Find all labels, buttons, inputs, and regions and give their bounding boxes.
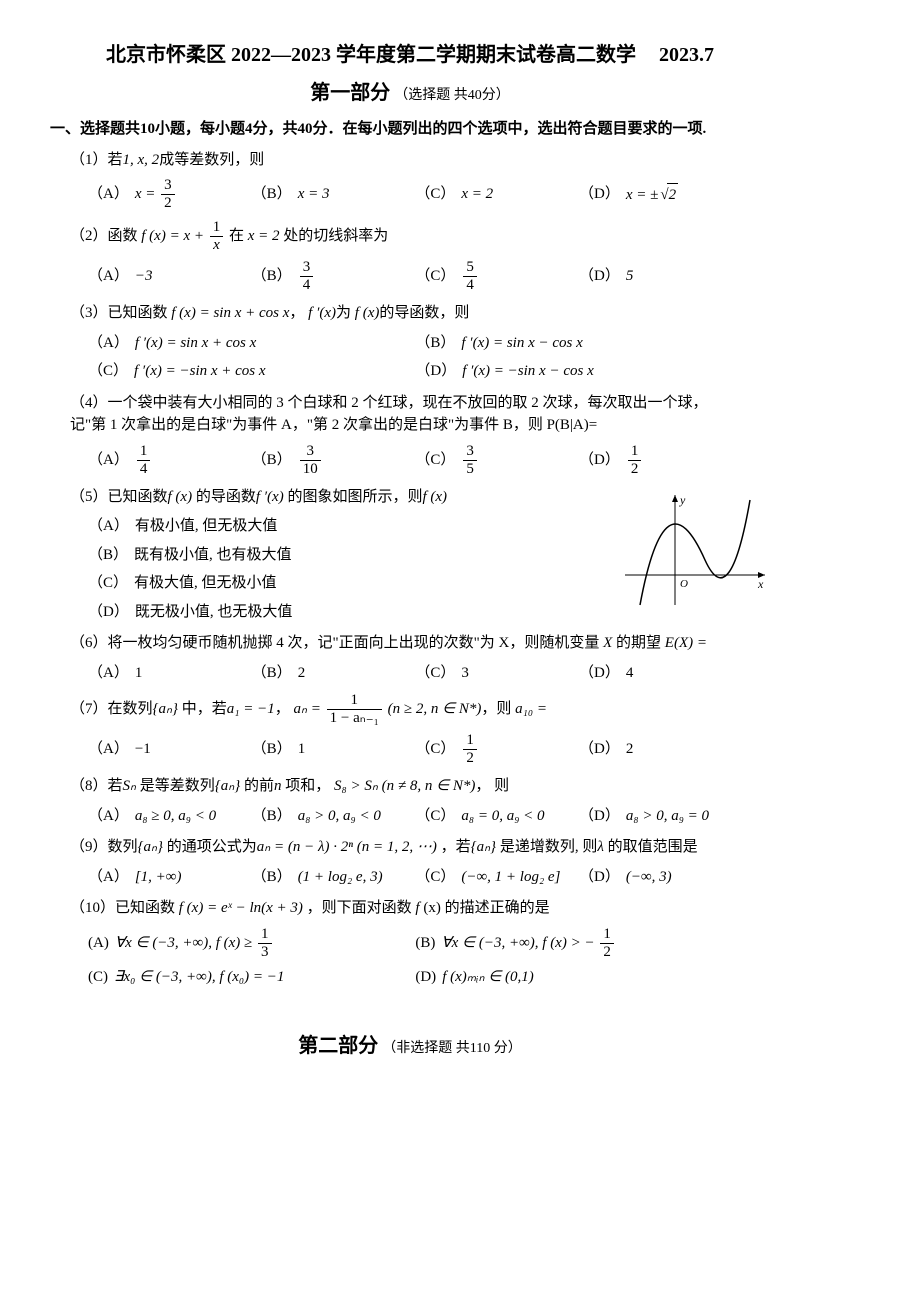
q1-opt-A: （A） x = 32 (88, 178, 252, 211)
q6-opt-A: （A）1 (88, 662, 252, 685)
svg-text:x: x (757, 577, 764, 591)
q9-opt-B: （B）(1 + log₂ e, 3) (252, 866, 416, 889)
q6-stem: （6）将一枚均匀硬币随机抛掷 4 次，记"正面向上出现的次数"为 X，则随机变量… (70, 632, 770, 655)
q3-opt-D: （D）f ′(x) = −sin x − cos x (415, 360, 742, 383)
q8-opt-C: （C）a₈ = 0, a₉ < 0 (415, 805, 579, 828)
q2-options: （A）−3 （B）34 （C）54 （D）5 (88, 257, 770, 296)
q4-opt-D: （D）12 (579, 444, 743, 477)
q10-options: (A) ∀x ∈ (−3, +∞), f (x) ≥ 13 (B) ∀x ∈ (… (88, 924, 770, 992)
q6-opt-D: （D）4 (579, 662, 743, 685)
q7-opt-B: （B）1 (252, 733, 416, 766)
q3-opt-B: （B）f ′(x) = sin x − cos x (415, 332, 742, 355)
q3-stem: （3）已知函数 f (x) = sin x + cos x， f ′(x)为 f… (70, 302, 770, 325)
q10-opt-C: (C)∃x₀ ∈ (−3, +∞), f (x₀) = −1 (88, 966, 415, 989)
question-6: （6）将一枚均匀硬币随机抛掷 4 次，记"正面向上出现的次数"为 X，则随机变量… (70, 632, 770, 687)
q7-opt-C: （C）12 (415, 733, 579, 766)
q5-opt-D: （D）既无极小值, 也无极大值 (88, 601, 600, 624)
q2-opt-C: （C）54 (415, 260, 579, 293)
question-4: （4）一个袋中装有大小相同的 3 个白球和 2 个红球，现在不放回的取 2 次球… (70, 392, 770, 480)
q9-opt-C: （C）(−∞, 1 + log₂ e] (415, 866, 579, 889)
q5-opt-B: （B）既有极小值, 也有极大值 (88, 544, 600, 567)
q5-stem: （5）已知函数f (x) 的导函数f ′(x) 的图象如图所示，则f (x) (70, 486, 610, 509)
q10-opt-B: (B) ∀x ∈ (−3, +∞), f (x) > − 12 (415, 927, 742, 960)
exam-title: 北京市怀柔区 2022—2023 学年度第二学期期末试卷高二数学 2023.7 (50, 40, 770, 70)
q7-stem: （7）在数列{aₙ} 中，若a₁ = −1， aₙ = 11 − aₙ₋₁ (n… (70, 693, 770, 726)
part2-note: （非选择题 共110 分） (382, 1041, 521, 1056)
q6-options: （A）1 （B）2 （C）3 （D）4 (88, 659, 770, 688)
question-7: （7）在数列{aₙ} 中，若a₁ = −1， aₙ = 11 − aₙ₋₁ (n… (70, 693, 770, 769)
q4-options: （A）14 （B）310 （C）35 （D）12 (88, 441, 770, 480)
question-9: （9）数列{aₙ} 的通项公式为aₙ = (n − λ) · 2ⁿ (n = 1… (70, 836, 770, 891)
q1-opt-B: （B）x = 3 (252, 178, 416, 211)
q3-opt-C: （C）f ′(x) = −sin x + cos x (88, 360, 415, 383)
q8-stem: （8）若Sₙ 是等差数列{aₙ} 的前n 项和， S₈ > Sₙ (n ≠ 8,… (70, 775, 770, 798)
q9-opt-D: （D）(−∞, 3) (579, 866, 743, 889)
q5-graph: O x y (620, 490, 770, 610)
q4-opt-C: （C）35 (415, 444, 579, 477)
question-2: （2）函数 f (x) = x + 1x 在 x = 2 处的切线斜率为 （A）… (70, 220, 770, 296)
q1-opt-C: （C）x = 2 (415, 178, 579, 211)
q2-opt-A: （A）−3 (88, 260, 252, 293)
part2-label: 第二部分 (298, 1035, 378, 1057)
q8-opt-D: （D）a₈ > 0, a₉ = 0 (579, 805, 743, 828)
q1-stem: （1）若1, x, 2成等差数列，则 (70, 149, 770, 172)
q10-opt-D: (D)f (x)ₘᵢₙ ∈ (0,1) (415, 966, 742, 989)
section1-head: 一、选择题共10小题，每小题4分，共40分．在每小题列出的四个选项中，选出符合题… (50, 118, 770, 141)
q7-opt-A: （A）−1 (88, 733, 252, 766)
q10-stem: （10）已知函数 f (x) = eˣ − ln(x + 3) ，则下面对函数 … (70, 897, 770, 920)
svg-text:y: y (679, 493, 686, 507)
q5-opt-A: （A）有极小值, 但无极大值 (88, 515, 600, 538)
q3-options: （A）f ′(x) = sin x + cos x （B）f ′(x) = si… (88, 329, 770, 386)
q7-options: （A）−1 （B）1 （C）12 （D）2 (88, 730, 770, 769)
q6-opt-B: （B）2 (252, 662, 416, 685)
q4-stem: （4）一个袋中装有大小相同的 3 个白球和 2 个红球，现在不放回的取 2 次球… (70, 392, 770, 437)
part1-header: 第一部分 （选择题 共40分） (50, 78, 770, 108)
question-3: （3）已知函数 f (x) = sin x + cos x， f ′(x)为 f… (70, 302, 770, 386)
q3-opt-A: （A）f ′(x) = sin x + cos x (88, 332, 415, 355)
q4-opt-B: （B）310 (252, 444, 416, 477)
part2-header: 第二部分 （非选择题 共110 分） (50, 1031, 770, 1061)
q7-opt-D: （D）2 (579, 733, 743, 766)
q1-opt-D: （D） x = ±2 (579, 178, 743, 211)
q4-opt-A: （A）14 (88, 444, 252, 477)
q5-options: （A）有极小值, 但无极大值 （B）既有极小值, 也有极大值 （C）有极大值, … (88, 512, 610, 626)
title-date: 2023.7 (659, 40, 714, 70)
question-8: （8）若Sₙ 是等差数列{aₙ} 的前n 项和， S₈ > Sₙ (n ≠ 8,… (70, 775, 770, 830)
q2-stem: （2）函数 f (x) = x + 1x 在 x = 2 处的切线斜率为 (70, 220, 770, 253)
q5-opt-C: （C）有极大值, 但无极小值 (88, 572, 600, 595)
q2-opt-B: （B）34 (252, 260, 416, 293)
svg-text:O: O (680, 578, 688, 590)
q1-options: （A） x = 32 （B）x = 3 （C）x = 2 （D） x = ±2 (88, 175, 770, 214)
title-main: 北京市怀柔区 2022—2023 学年度第二学期期末试卷高二数学 (106, 44, 636, 66)
q9-stem: （9）数列{aₙ} 的通项公式为aₙ = (n − λ) · 2ⁿ (n = 1… (70, 836, 770, 859)
question-10: （10）已知函数 f (x) = eˣ − ln(x + 3) ，则下面对函数 … (70, 897, 770, 991)
q8-options: （A）a₈ ≥ 0, a₉ < 0 （B）a₈ > 0, a₉ < 0 （C）a… (88, 802, 770, 831)
q8-opt-A: （A）a₈ ≥ 0, a₉ < 0 (88, 805, 252, 828)
part1-note: （选择题 共40分） (394, 88, 510, 103)
q2-opt-D: （D）5 (579, 260, 743, 293)
q9-options: （A）[1, +∞) （B）(1 + log₂ e, 3) （C）(−∞, 1 … (88, 863, 770, 892)
part1-label: 第一部分 (310, 82, 390, 104)
question-5: （5）已知函数f (x) 的导函数f ′(x) 的图象如图所示，则f (x) （… (70, 486, 770, 627)
q8-opt-B: （B）a₈ > 0, a₉ < 0 (252, 805, 416, 828)
q10-opt-A: (A) ∀x ∈ (−3, +∞), f (x) ≥ 13 (88, 927, 415, 960)
q9-opt-A: （A）[1, +∞) (88, 866, 252, 889)
q6-opt-C: （C）3 (415, 662, 579, 685)
question-1: （1）若1, x, 2成等差数列，则 （A） x = 32 （B）x = 3 （… (70, 149, 770, 215)
